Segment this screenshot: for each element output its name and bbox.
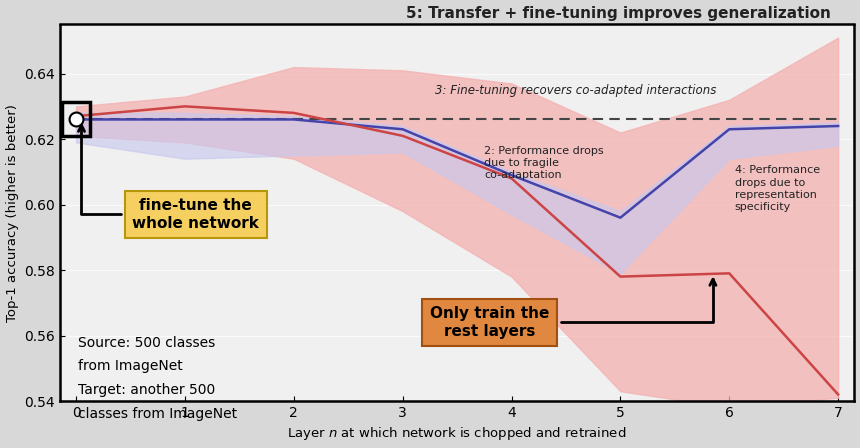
Text: Source: 500 classes
from ImageNet
Target: another 500
classes from ImageNet: Source: 500 classes from ImageNet Target… bbox=[78, 336, 237, 421]
Text: 4: Performance
drops due to
representation
specificity: 4: Performance drops due to representati… bbox=[734, 165, 820, 212]
Text: fine-tune the
whole network: fine-tune the whole network bbox=[78, 125, 259, 231]
Text: 5: Transfer + fine-tuning improves generalization: 5: Transfer + fine-tuning improves gener… bbox=[406, 5, 831, 21]
X-axis label: Layer $n$ at which network is chopped and retrained: Layer $n$ at which network is chopped an… bbox=[287, 426, 627, 443]
Y-axis label: Top-1 accuracy (higher is better): Top-1 accuracy (higher is better) bbox=[5, 104, 19, 322]
Text: 2: Performance drops
due to fragile
co-adaptation: 2: Performance drops due to fragile co-a… bbox=[484, 146, 604, 181]
Text: 3: Fine-tuning recovers co-adapted interactions: 3: Fine-tuning recovers co-adapted inter… bbox=[435, 83, 716, 96]
Text: Only train the
rest layers: Only train the rest layers bbox=[430, 279, 716, 339]
